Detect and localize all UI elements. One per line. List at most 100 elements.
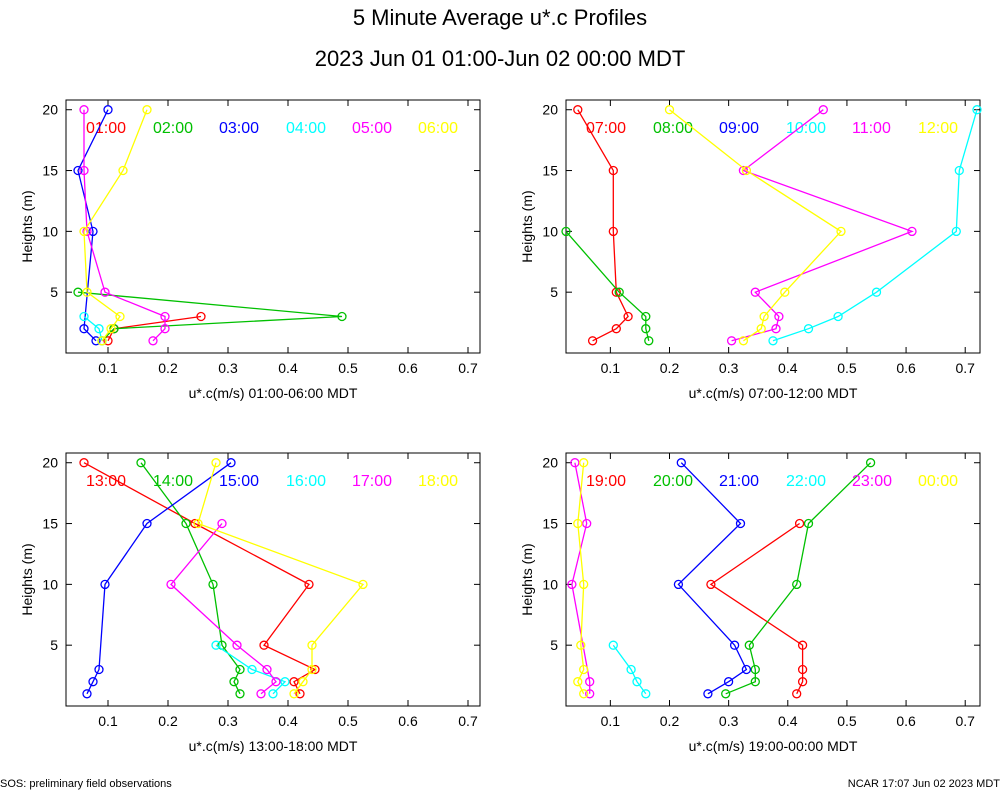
data-point xyxy=(703,689,713,699)
series-line xyxy=(215,644,287,695)
x-tick-label: 0.6 xyxy=(896,713,916,729)
data-point xyxy=(82,689,92,699)
series-13:00 xyxy=(79,458,320,699)
data-point xyxy=(644,336,654,346)
data-point xyxy=(582,518,592,529)
data-point xyxy=(750,287,760,297)
y-axis-label: Heights (m) xyxy=(19,543,35,615)
data-point xyxy=(79,311,89,322)
series-line xyxy=(565,230,650,341)
series-line xyxy=(772,109,978,342)
data-point xyxy=(217,518,227,529)
data-point xyxy=(579,689,589,699)
data-point xyxy=(358,579,368,590)
data-point xyxy=(232,640,242,650)
data-point xyxy=(295,689,305,699)
series-line xyxy=(612,644,647,695)
series-11:00 xyxy=(726,105,917,346)
data-point xyxy=(280,677,290,687)
y-axis-label: Heights (m) xyxy=(519,543,535,615)
x-tick-label: 0.1 xyxy=(98,360,118,376)
data-point xyxy=(750,664,760,675)
data-point xyxy=(632,677,642,687)
y-tick-label: 20 xyxy=(42,102,58,118)
data-point xyxy=(585,677,595,687)
x-tick-label: 0.7 xyxy=(955,360,975,376)
series-15:00 xyxy=(82,458,236,699)
data-point xyxy=(797,677,808,687)
panel-3: 0.1 0.2 0.3 0.4 0.5 0.6 0.7 5 10 15 20 u*.c(m/s) 13… xyxy=(19,452,481,754)
data-point xyxy=(907,226,917,237)
x-tick-label: 0.6 xyxy=(398,360,418,376)
data-point xyxy=(160,324,170,334)
series-line xyxy=(83,109,148,342)
data-point xyxy=(729,640,740,650)
data-point xyxy=(103,336,113,346)
data-point xyxy=(570,458,580,468)
data-point xyxy=(573,105,583,115)
series-18:00 xyxy=(193,458,368,699)
legend-entry: 06:00 xyxy=(418,120,458,137)
data-point xyxy=(871,287,882,297)
data-point xyxy=(298,677,308,687)
series-14:00 xyxy=(136,458,245,699)
data-point xyxy=(587,336,598,346)
legend-entry: 15:00 xyxy=(219,473,259,490)
data-point xyxy=(82,287,92,297)
y-tick-label: 20 xyxy=(542,455,558,471)
data-point xyxy=(676,458,686,468)
x-axis-label: u*.c(m/s) 07:00-12:00 MDT xyxy=(689,385,858,401)
legend-entry: 23:00 xyxy=(852,473,892,490)
data-point xyxy=(79,226,89,237)
legend-entry: 04:00 xyxy=(286,120,326,137)
series-06:00 xyxy=(79,105,152,346)
figure-subtitle: 2023 Jun 01 01:00-Jun 02 00:00 MDT xyxy=(315,46,686,71)
y-tick-label: 10 xyxy=(542,576,558,592)
x-tick-label: 0.5 xyxy=(338,360,358,376)
y-tick-label: 15 xyxy=(42,163,58,179)
series-line xyxy=(83,462,317,695)
y-tick-label: 10 xyxy=(42,223,58,239)
data-point xyxy=(626,664,636,675)
data-point xyxy=(235,689,245,699)
series-07:00 xyxy=(573,105,633,346)
series-line xyxy=(709,522,804,695)
x-tick-label: 0.3 xyxy=(719,360,739,376)
data-point xyxy=(741,664,752,675)
data-point xyxy=(865,458,876,468)
data-point xyxy=(803,518,814,529)
legend-entry: 18:00 xyxy=(418,473,458,490)
data-point xyxy=(106,324,116,334)
data-point xyxy=(780,287,790,297)
data-point xyxy=(641,311,651,322)
data-point xyxy=(103,105,113,115)
data-point xyxy=(79,165,89,176)
data-point xyxy=(756,324,766,334)
footer-right: NCAR 17:07 Jun 02 2023 MDT xyxy=(848,778,1000,790)
data-point xyxy=(259,640,269,650)
y-tick-label: 15 xyxy=(42,516,58,532)
data-point xyxy=(142,518,152,529)
y-axis-label: Heights (m) xyxy=(19,190,35,262)
data-point xyxy=(759,311,769,322)
data-point xyxy=(608,165,618,176)
x-tick-label: 0.5 xyxy=(837,713,857,729)
x-tick-label: 0.1 xyxy=(601,713,621,729)
data-point xyxy=(229,677,239,687)
y-tick-label: 5 xyxy=(550,637,558,653)
figure-title: 5 Minute Average u*.c Profiles xyxy=(353,5,647,30)
y-tick-label: 5 xyxy=(550,284,558,300)
data-point xyxy=(576,640,586,650)
data-point xyxy=(771,324,781,334)
data-point xyxy=(193,518,203,529)
data-point xyxy=(100,579,110,590)
data-point xyxy=(337,311,347,322)
x-tick-label: 0.5 xyxy=(837,360,857,376)
data-point xyxy=(608,226,618,237)
x-tick-label: 0.2 xyxy=(158,360,178,376)
series-line xyxy=(725,462,872,695)
series-line xyxy=(140,462,241,695)
data-point xyxy=(94,324,104,334)
data-point xyxy=(567,579,577,590)
data-point xyxy=(226,458,236,468)
